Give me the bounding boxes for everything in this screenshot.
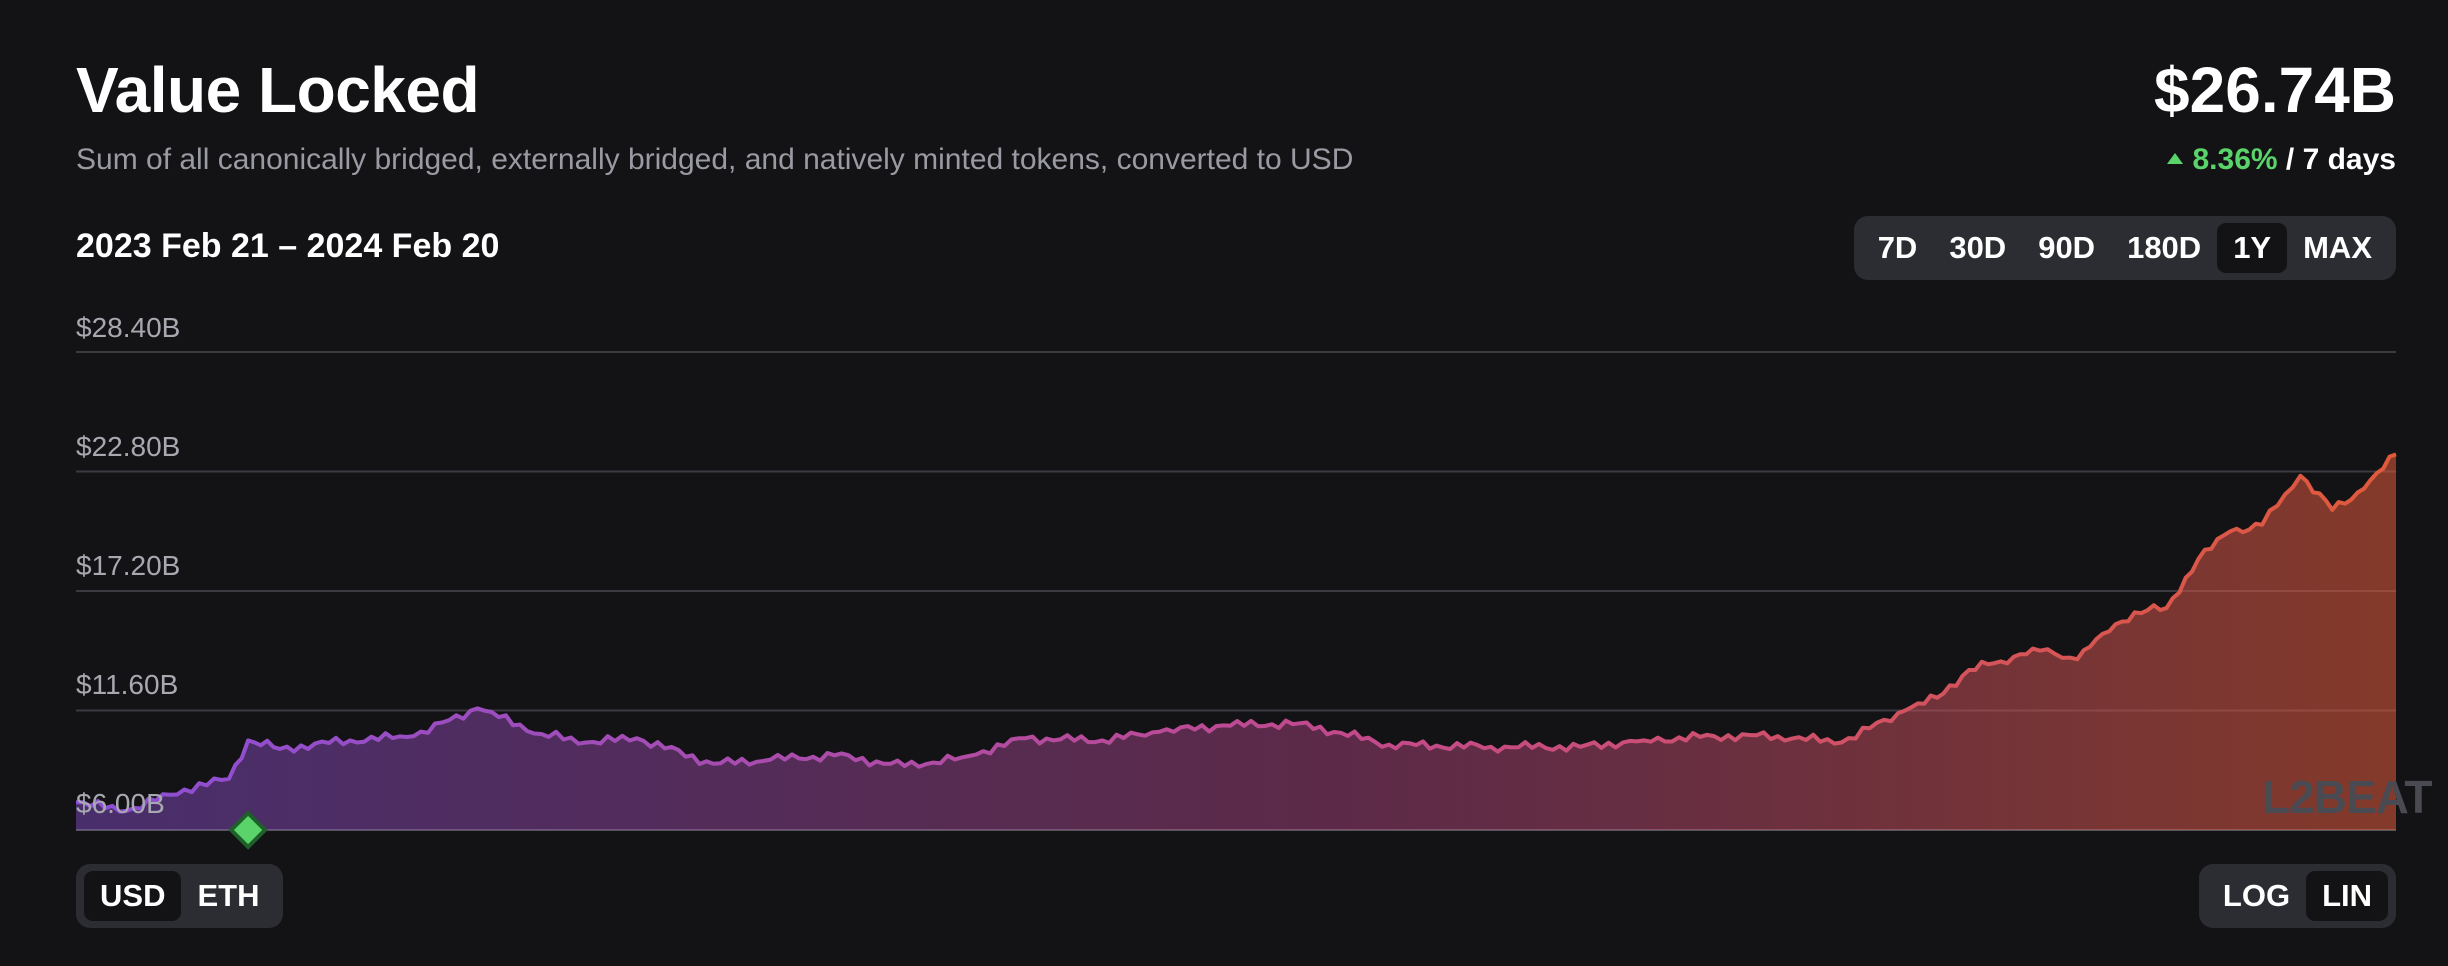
range-tab-180d[interactable]: 180D [2127, 230, 2202, 265]
change-indicator: 8.36% / 7 days [2166, 140, 2396, 180]
area-fill [76, 454, 2396, 830]
range-tab-1y[interactable]: 1Y [2217, 223, 2288, 273]
range-tab-7d[interactable]: 7D [1877, 230, 1918, 265]
scale-tab-lin[interactable]: LIN [2306, 871, 2388, 921]
range-tab-30d[interactable]: 30D [1949, 230, 2007, 265]
page-subtitle: Sum of all canonically bridged, external… [76, 143, 1354, 176]
arrow-up-icon [2166, 152, 2183, 164]
change-percent: 8.36% [2192, 143, 2278, 176]
y-tick-label: $6.00B [76, 788, 165, 819]
y-tick-label: $22.80B [76, 431, 181, 462]
page-title: Value Locked [76, 54, 480, 126]
range-tab-90d[interactable]: 90D [2038, 230, 2096, 265]
unit-tab-eth[interactable]: ETH [197, 878, 260, 913]
scale-tab-log[interactable]: LOG [2222, 878, 2291, 913]
scale-selector: LOG LIN [2198, 864, 2396, 928]
unit-selector: USD ETH [76, 864, 284, 928]
y-tick-label: $28.40B [76, 312, 181, 343]
l2beat-logo: L2BEAT [2262, 771, 2432, 823]
milestone-marker-icon[interactable] [228, 810, 268, 850]
total-value: $26.74B [2154, 54, 2396, 126]
y-tick-label: $11.60B [76, 669, 179, 700]
range-selector: 7D 30D 90D 180D 1Y MAX [1853, 216, 2396, 280]
change-period: / 7 days [2285, 143, 2396, 176]
date-range: 2023 Feb 21 – 2024 Feb 20 [76, 227, 500, 265]
y-tick-label: $17.20B [76, 550, 181, 581]
unit-tab-usd[interactable]: USD [84, 871, 182, 921]
range-tab-max[interactable]: MAX [2303, 230, 2372, 265]
series-line [76, 452, 2397, 814]
